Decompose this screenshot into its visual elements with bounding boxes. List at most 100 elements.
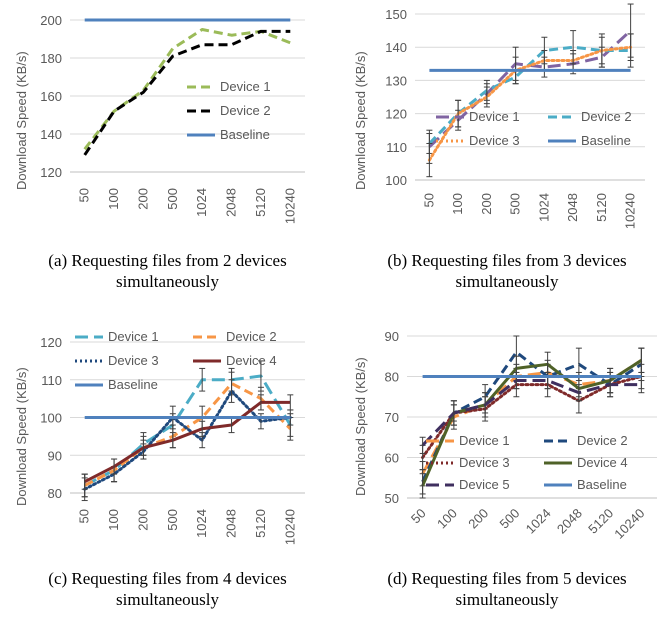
legend-label: Device 2 xyxy=(226,329,277,345)
chart-b-caption: (b) Requesting files from 3 devices simu… xyxy=(345,250,669,292)
series-device-5 xyxy=(419,371,645,454)
legend-label: Baseline xyxy=(577,477,627,493)
y-tick-label: 200 xyxy=(40,13,62,28)
legend-swatch xyxy=(436,115,464,119)
y-tick-label: 180 xyxy=(40,51,62,66)
legend-item-device-1: Device 1 xyxy=(74,328,159,344)
error-bar xyxy=(638,347,645,373)
error-bar xyxy=(228,379,235,403)
x-tick-label: 1024 xyxy=(194,509,209,538)
legend-swatch xyxy=(436,139,464,143)
x-tick-label: 100 xyxy=(106,509,121,531)
chart-c-ylabel: Download Speed (KB/s) xyxy=(14,367,29,506)
legend-item-baseline: Baseline xyxy=(186,126,270,142)
legend-swatch xyxy=(75,359,103,363)
legend-item-device-3: Device 3 xyxy=(425,454,510,470)
legend-label: Device 3 xyxy=(469,133,520,149)
error-bar xyxy=(111,458,118,475)
x-tick-label: 10240 xyxy=(282,188,297,224)
legend-swatch xyxy=(187,85,215,89)
legend-swatch xyxy=(187,109,215,113)
legend-swatch xyxy=(548,115,576,119)
chart-b-svg: 100 110 120 130 140 150 50 100 200 500 1024 2048 512… xyxy=(385,3,645,229)
y-tick-label: 60 xyxy=(385,451,399,466)
legend-item-device-3: Device 3 xyxy=(435,132,520,148)
legend-swatch xyxy=(544,439,572,443)
x-tick-label: 2048 xyxy=(224,509,239,538)
legend-item-device-4: Device 4 xyxy=(192,352,277,368)
legend-label: Device 1 xyxy=(469,109,520,125)
legend-label: Device 1 xyxy=(108,329,159,345)
legend-label: Baseline xyxy=(220,127,270,143)
y-tick-label: 120 xyxy=(385,107,407,122)
legend-item-device-1: Device 1 xyxy=(435,108,520,124)
legend-label: Device 4 xyxy=(577,455,628,471)
x-tick-label: 1024 xyxy=(194,188,209,217)
legend-item-device-2: Device 2 xyxy=(192,328,277,344)
x-tick-label: 5120 xyxy=(594,193,609,222)
y-tick-label: 120 xyxy=(40,165,62,180)
series-line-device-2 xyxy=(83,29,291,156)
legend-label: Device 3 xyxy=(459,455,510,471)
error-bar xyxy=(140,439,147,456)
error-bar xyxy=(638,376,645,394)
chart-panel-c: 80 90 100 110 120 50 100 200 500 1024 2048 5120 1024… xyxy=(0,318,335,618)
series-line-device-1 xyxy=(84,374,292,487)
error-bar xyxy=(455,99,462,128)
legend-label: Device 2 xyxy=(577,433,628,449)
legend-item-device-4: Device 4 xyxy=(543,454,628,470)
chart-panel-a: 120 140 160 180 200 50 100 200 500 1024 2048 5120 10… xyxy=(0,0,335,300)
x-tick-label: 200 xyxy=(135,188,150,210)
x-tick-label: 10240 xyxy=(282,509,297,545)
legend-item-baseline: Baseline xyxy=(74,376,158,392)
chart-d-caption-text: (d) Requesting files from 5 devices simu… xyxy=(387,569,627,609)
chart-d-caption: (d) Requesting files from 5 devices simu… xyxy=(345,568,669,610)
y-tick-label: 80 xyxy=(385,370,399,385)
chart-b-caption-text: (b) Requesting files from 3 devices simu… xyxy=(387,251,627,291)
series-line-device-3 xyxy=(427,45,633,162)
chart-a-ylabel: Download Speed (KB/s) xyxy=(14,51,29,190)
x-tick-label: 10240 xyxy=(623,193,638,229)
y-tick-label: 90 xyxy=(48,448,62,463)
error-bar xyxy=(483,86,490,108)
series-device-1 xyxy=(83,28,291,151)
y-tick-label: 110 xyxy=(41,373,62,388)
legend-label: Device 3 xyxy=(108,353,159,369)
series-line-device-2 xyxy=(84,382,292,487)
error-bar xyxy=(257,394,264,411)
y-tick-label: 140 xyxy=(40,127,62,142)
legend-label: Baseline xyxy=(581,133,631,149)
legend-label: Device 4 xyxy=(226,353,277,369)
y-tick-label: 90 xyxy=(385,329,399,344)
y-tick-label: 100 xyxy=(385,173,407,188)
legend-label: Device 1 xyxy=(459,433,510,449)
y-tick-label: 80 xyxy=(48,486,62,501)
x-tick-label: 100 xyxy=(450,193,465,215)
error-bar xyxy=(419,436,426,454)
error-bar xyxy=(450,404,457,422)
x-tick-label: 5120 xyxy=(253,509,268,538)
legend-label: Device 1 xyxy=(220,79,271,95)
y-tick-label: 130 xyxy=(385,73,407,88)
error-bar xyxy=(199,420,206,437)
y-tick-label: 100 xyxy=(40,411,62,426)
error-bar xyxy=(199,367,206,392)
x-tick-label: 200 xyxy=(479,193,494,215)
x-tick-label: 50 xyxy=(77,509,92,523)
x-tick-label: 500 xyxy=(165,188,180,210)
legend-swatch xyxy=(193,359,221,363)
y-tick-label: 70 xyxy=(385,410,399,425)
chart-panel-b: 100 110 120 130 140 150 50 100 200 500 1024 2048 512… xyxy=(335,0,669,300)
legend-swatch xyxy=(544,461,572,465)
legend-item-device-2: Device 2 xyxy=(543,432,628,448)
chart-c-caption-text: (c) Requesting files from 4 devices simu… xyxy=(48,569,287,609)
error-bar xyxy=(482,396,489,414)
legend-swatch xyxy=(75,335,103,339)
legend-swatch xyxy=(426,439,454,443)
error-bar xyxy=(419,473,426,499)
x-tick-label: 50 xyxy=(421,193,436,207)
y-tick-label: 160 xyxy=(40,89,62,104)
series-line-device-1 xyxy=(83,28,291,151)
legend-label: Device 2 xyxy=(220,103,271,119)
